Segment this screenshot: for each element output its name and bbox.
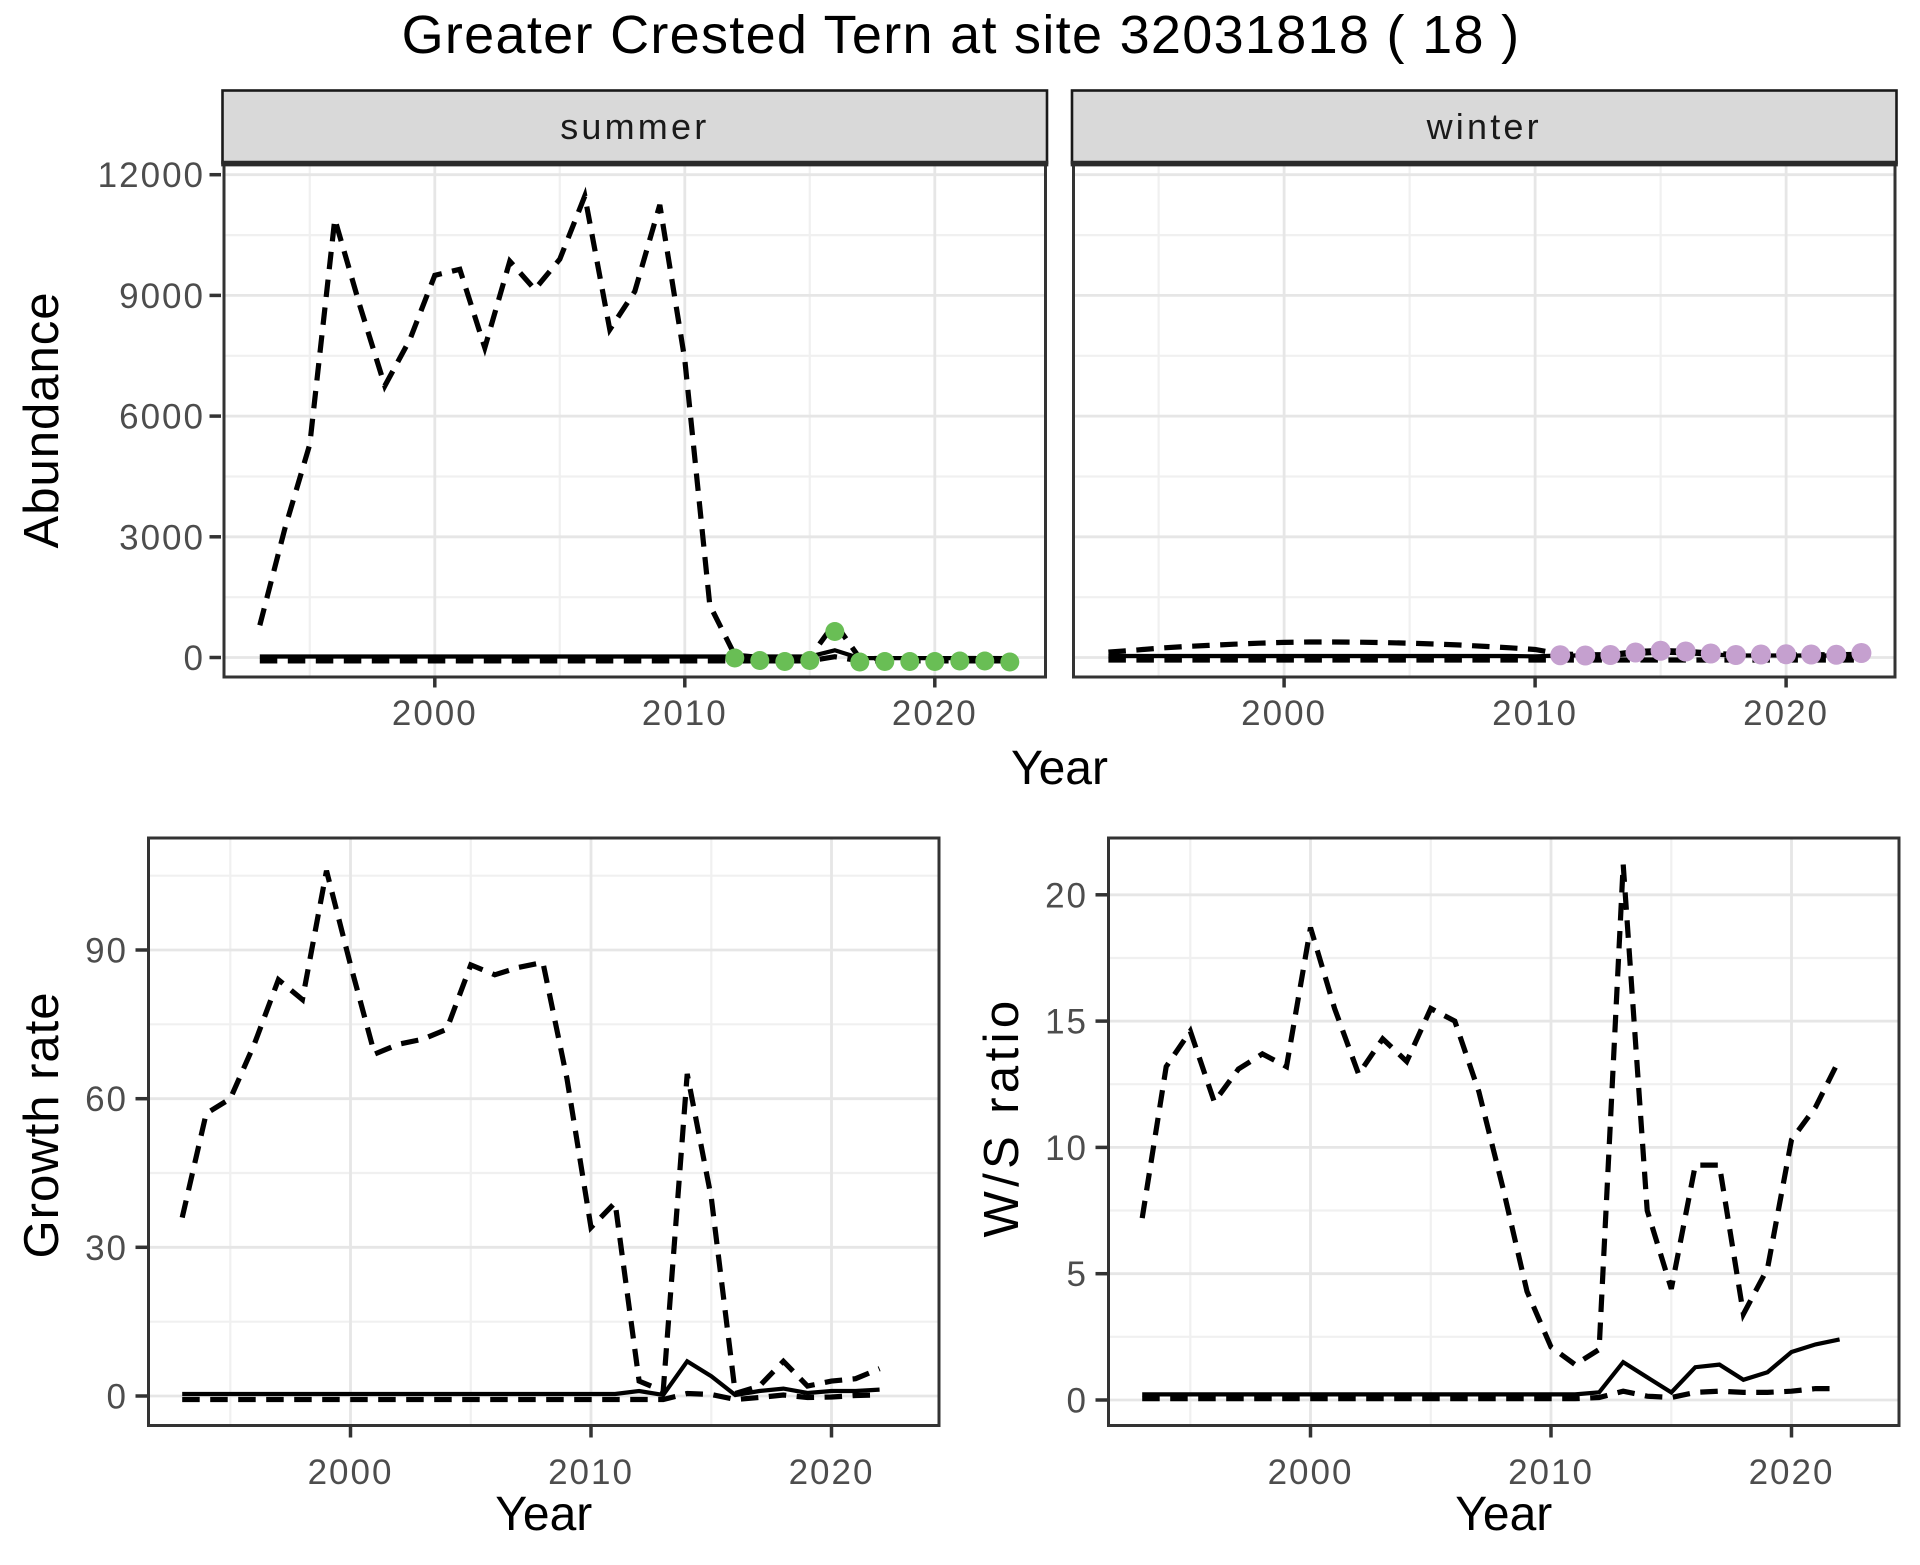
svg-text:2010: 2010: [548, 1453, 634, 1492]
svg-text:20: 20: [1045, 876, 1088, 915]
svg-text:W/S ratio: W/S ratio: [975, 996, 1029, 1237]
svg-text:2020: 2020: [892, 694, 978, 733]
svg-text:3000: 3000: [119, 518, 205, 557]
svg-text:60: 60: [85, 1080, 128, 1119]
svg-text:Year: Year: [1011, 742, 1108, 795]
svg-text:2020: 2020: [1749, 1453, 1835, 1492]
svg-text:90: 90: [85, 932, 128, 971]
svg-text:30: 30: [85, 1229, 128, 1268]
svg-text:2010: 2010: [1492, 694, 1578, 733]
svg-text:9000: 9000: [119, 277, 205, 316]
svg-text:summer: summer: [560, 106, 709, 147]
svg-text:2020: 2020: [1743, 694, 1829, 733]
svg-text:2000: 2000: [308, 1453, 394, 1492]
svg-text:6000: 6000: [119, 398, 205, 437]
svg-text:0: 0: [184, 639, 205, 678]
svg-text:0: 0: [1067, 1382, 1088, 1421]
svg-text:Growth rate: Growth rate: [15, 992, 69, 1259]
svg-text:Year: Year: [495, 1488, 592, 1541]
svg-text:Year: Year: [1455, 1488, 1552, 1541]
svg-text:5: 5: [1067, 1255, 1088, 1294]
svg-text:2010: 2010: [1508, 1453, 1594, 1492]
svg-text:0: 0: [107, 1378, 128, 1417]
svg-text:2020: 2020: [789, 1453, 875, 1492]
svg-text:10: 10: [1045, 1129, 1088, 1168]
svg-text:Abundance: Abundance: [15, 292, 69, 549]
svg-text:15: 15: [1045, 1003, 1088, 1042]
svg-text:2000: 2000: [392, 694, 478, 733]
svg-text:2000: 2000: [1241, 694, 1327, 733]
svg-text:winter: winter: [1426, 106, 1542, 147]
svg-text:2010: 2010: [642, 694, 728, 733]
svg-text:Greater Crested Tern at site 3: Greater Crested Tern at site 32031818 ( …: [402, 5, 1521, 65]
svg-text:12000: 12000: [98, 156, 205, 195]
svg-text:2000: 2000: [1268, 1453, 1354, 1492]
